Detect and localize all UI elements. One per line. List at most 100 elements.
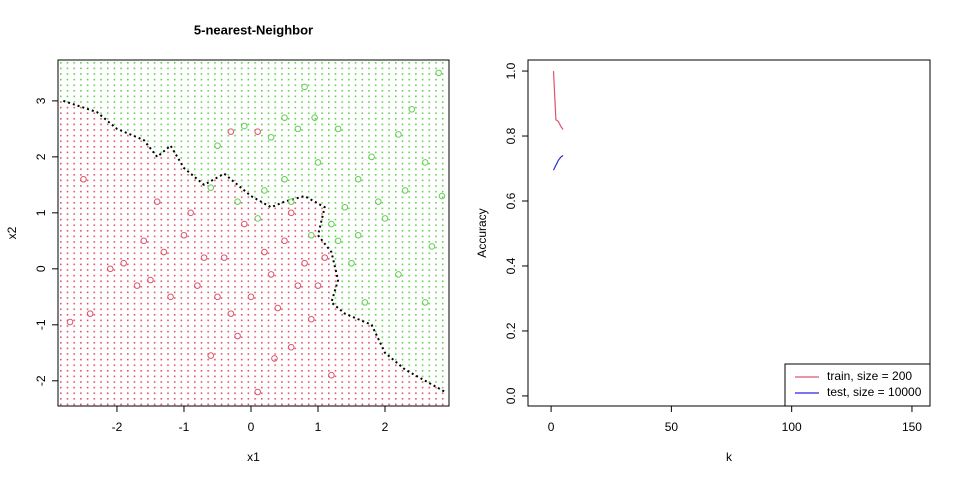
data-point	[314, 282, 322, 289]
data-point	[200, 254, 208, 261]
data-point	[261, 187, 268, 194]
data-point	[140, 237, 148, 245]
data-point	[395, 271, 402, 278]
data-point	[421, 159, 429, 166]
data-point	[274, 304, 282, 312]
y-tick-label: 3	[34, 97, 48, 104]
data-point	[240, 220, 248, 228]
data-point	[421, 299, 429, 306]
x-tick-label: -1	[179, 420, 190, 434]
y-tick-label: 1	[34, 209, 48, 216]
data-point	[180, 231, 188, 239]
data-point	[254, 128, 261, 135]
data-point	[227, 310, 235, 317]
chart-title: 5-nearest-Neighbor	[194, 22, 313, 37]
y-axis-label: Accuracy	[475, 208, 489, 257]
x-tick-label: 0	[548, 420, 555, 434]
y-tick-label: 0	[34, 265, 48, 272]
y-tick-label: 0.4	[504, 257, 518, 274]
y-tick-label: 0.0	[504, 387, 518, 404]
data-point	[153, 198, 161, 205]
data-point	[267, 271, 275, 278]
data-point	[106, 265, 114, 273]
x-tick-label: 50	[665, 420, 679, 434]
data-point	[261, 248, 268, 256]
data-line	[552, 155, 564, 171]
y-tick-label: -2	[34, 375, 48, 386]
data-point	[254, 388, 261, 396]
data-point	[281, 175, 288, 183]
data-point	[234, 332, 241, 340]
data-point	[133, 282, 141, 289]
data-point	[287, 343, 295, 351]
x-tick-label: 0	[248, 420, 255, 434]
data-point	[254, 215, 261, 222]
data-point	[311, 114, 318, 121]
data-point	[194, 282, 201, 289]
data-point	[80, 175, 87, 183]
data-point	[267, 133, 275, 141]
data-point	[220, 254, 228, 261]
legend-box	[784, 363, 931, 407]
data-point	[227, 128, 235, 135]
data-point	[301, 259, 308, 267]
plot-frame	[57, 59, 450, 407]
data-point	[167, 293, 174, 301]
data-point	[408, 105, 416, 113]
data-point	[207, 352, 215, 359]
legend-label: test, size = 10000	[827, 385, 922, 399]
data-point	[287, 198, 295, 205]
data-point	[301, 83, 308, 91]
decision-boundary	[63, 99, 446, 393]
data-point	[381, 215, 389, 222]
x-tick-label: 1	[315, 420, 322, 434]
data-point	[187, 209, 194, 217]
data-point	[207, 184, 215, 191]
data-point	[66, 318, 74, 326]
data-point	[354, 231, 362, 239]
data-point	[354, 175, 362, 183]
legend-label: train, size = 200	[827, 369, 912, 383]
data-point	[307, 315, 315, 323]
region-class-0	[58, 100, 449, 407]
region-class-1	[58, 60, 449, 393]
data-point	[321, 254, 328, 261]
x-tick-label: 150	[902, 420, 922, 434]
data-point	[348, 259, 355, 267]
data-point	[294, 125, 302, 133]
data-point	[287, 209, 295, 217]
data-point	[368, 153, 375, 161]
data-point	[435, 69, 442, 77]
data-point	[147, 276, 154, 284]
y-tick-label: 0.2	[504, 322, 518, 339]
data-point	[307, 231, 315, 239]
data-point	[234, 198, 241, 205]
data-point	[438, 192, 446, 200]
x-tick-label: 2	[382, 420, 389, 434]
data-point	[214, 293, 221, 301]
y-tick-label: 1.0	[504, 62, 518, 79]
y-axis-label: x2	[5, 226, 19, 239]
data-point	[395, 131, 402, 138]
data-point	[86, 310, 94, 317]
data-point	[401, 187, 409, 194]
data-point	[214, 142, 221, 149]
data-point	[240, 122, 248, 130]
data-point	[328, 220, 335, 228]
data-point	[314, 159, 322, 166]
data-point	[428, 243, 436, 250]
data-point	[341, 203, 349, 211]
y-tick-label: -1	[34, 319, 48, 330]
data-point	[247, 293, 255, 301]
data-point	[281, 237, 288, 245]
x-tick-label: -2	[112, 420, 123, 434]
data-point	[334, 125, 342, 133]
y-tick-label: 2	[34, 153, 48, 160]
data-point	[160, 248, 168, 256]
data-line	[552, 71, 564, 130]
y-tick-label: 0.8	[504, 127, 518, 144]
data-point	[361, 299, 369, 306]
x-axis-label: k	[726, 450, 733, 464]
data-point	[375, 198, 382, 205]
